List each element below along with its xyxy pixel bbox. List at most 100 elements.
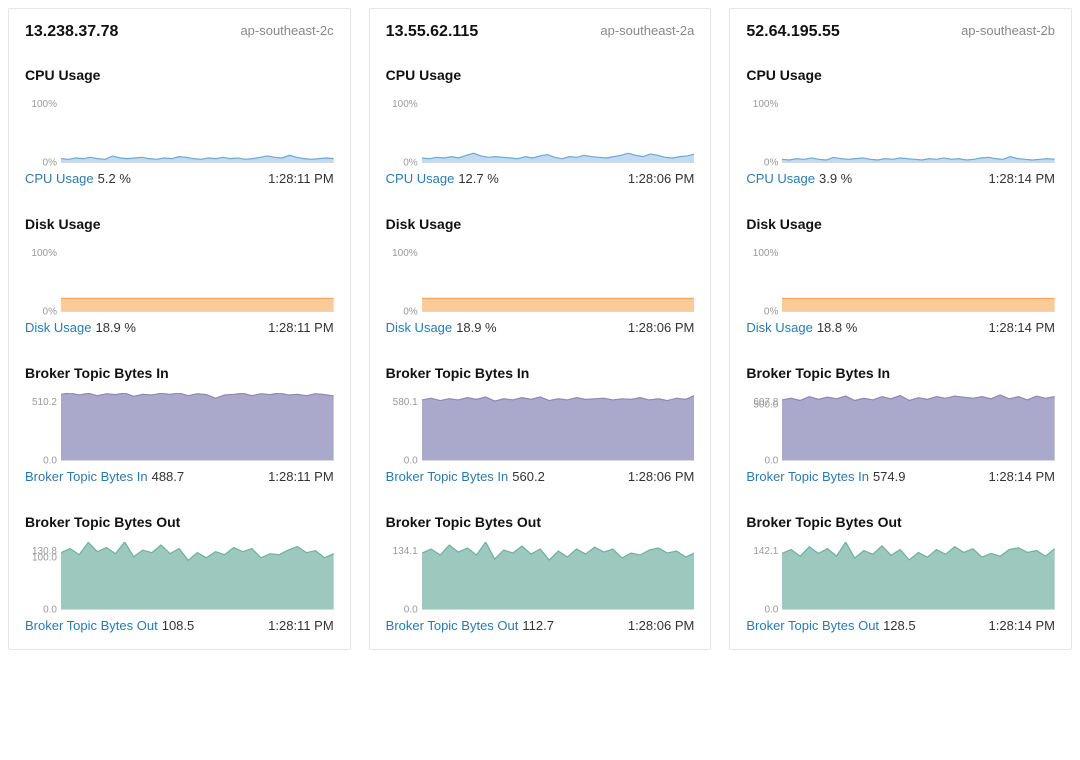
metric-value: 5.2 % (98, 171, 131, 186)
metric-footer: Disk Usage18.9 %1:28:11 PM (25, 320, 334, 335)
metric-block: CPU Usage100%0%CPU Usage5.2 %1:28:11 PM (25, 67, 334, 186)
chart-wrap: 100%0% (746, 244, 1055, 312)
panel-zone: ap-southeast-2b (961, 23, 1055, 39)
metric-timestamp: 1:28:14 PM (989, 618, 1056, 633)
chart[interactable] (782, 95, 1055, 163)
metric-title: CPU Usage (746, 67, 1055, 83)
chart-wrap: 100%0% (386, 95, 695, 163)
metric-value: 18.9 % (456, 320, 496, 335)
chart-ylabel: 134.1 (386, 546, 418, 557)
chart[interactable] (422, 393, 695, 461)
chart-series (61, 95, 334, 162)
metric-value: 128.5 (883, 618, 916, 633)
chart-ylabel: 100.0 (25, 553, 57, 564)
chart-ylabel: 510.2 (25, 397, 57, 408)
chart-wrap: 510.20.0 (25, 393, 334, 461)
chart-ylabel: 0% (386, 158, 418, 169)
metric-title: Disk Usage (386, 216, 695, 232)
metric-block: Broker Topic Bytes In 580.10.0 Broker Topi… (386, 365, 695, 484)
metric-link[interactable]: Broker Topic Bytes Out (25, 618, 158, 633)
metric-value: 12.7 % (458, 171, 498, 186)
metric-footer: Broker Topic Bytes Out112.7 1:28:06 PM (386, 618, 695, 633)
metric-link[interactable]: CPU Usage (746, 171, 815, 186)
chart[interactable] (782, 244, 1055, 312)
metric-value: 560.2 (512, 469, 545, 484)
chart-wrap: 100%0% (25, 244, 334, 312)
metric-block: CPU Usage100%0%CPU Usage12.7 %1:28:06 PM (386, 67, 695, 186)
metric-footer: CPU Usage12.7 % 1:28:06 PM (386, 171, 695, 186)
metric-value: 574.9 (873, 469, 906, 484)
metric-link[interactable]: CPU Usage (25, 171, 94, 186)
chart[interactable] (61, 393, 334, 461)
chart-series (782, 95, 1055, 162)
metric-value: 112.7 (522, 618, 554, 633)
metric-footer: Broker Topic Bytes In560.2 1:28:06 PM (386, 469, 695, 484)
panel-ip: 52.64.195.55 (746, 23, 839, 41)
chart[interactable] (61, 95, 334, 163)
chart-ylabel: 0% (25, 307, 57, 318)
metric-link[interactable]: Broker Topic Bytes In (386, 469, 509, 484)
chart-ylabel: 0.0 (746, 605, 778, 616)
metric-value: 108.5 (162, 618, 195, 633)
metric-link[interactable]: Broker Topic Bytes In (25, 469, 148, 484)
chart[interactable] (782, 542, 1055, 610)
panel-ip: 13.55.62.115 (386, 23, 479, 41)
chart-series (61, 393, 334, 460)
metric-title: Broker Topic Bytes In (386, 365, 695, 381)
metric-link[interactable]: Disk Usage (25, 320, 91, 335)
metric-footer: Disk Usage18.8 %1:28:14 PM (746, 320, 1055, 335)
chart[interactable] (422, 95, 695, 163)
metric-title: Broker Topic Bytes In (25, 365, 334, 381)
chart[interactable] (782, 393, 1055, 461)
metric-title: Broker Topic Bytes Out (25, 514, 334, 530)
metric-timestamp: 1:28:14 PM (989, 469, 1056, 484)
metric-link[interactable]: Broker Topic Bytes Out (386, 618, 519, 633)
metric-timestamp: 1:28:06 PM (628, 320, 695, 335)
chart-ylabel: 0% (746, 158, 778, 169)
metric-value: 3.9 % (819, 171, 852, 186)
chart-wrap: 100%0% (746, 95, 1055, 163)
metric-footer: CPU Usage3.9 %1:28:14 PM (746, 171, 1055, 186)
chart-ylabel: 0.0 (386, 456, 418, 467)
chart-ylabel: 0.0 (25, 605, 57, 616)
metric-timestamp: 1:28:14 PM (989, 320, 1056, 335)
metric-timestamp: 1:28:06 PM (628, 618, 695, 633)
metric-timestamp: 1:28:06 PM (628, 469, 695, 484)
chart-wrap: 134.10.0 (386, 542, 695, 610)
broker-panel: 13.55.62.115ap-southeast-2a CPU Usage 100%… (369, 8, 712, 650)
chart-ylabel: 100% (746, 99, 778, 110)
metric-link[interactable]: Disk Usage (746, 320, 812, 335)
chart-ylabel: 0.0 (746, 456, 778, 467)
chart-ylabel: 500.0 (746, 400, 778, 411)
panel-header: 13.55.62.115ap-southeast-2a (386, 23, 695, 41)
metric-timestamp: 1:28:06 PM (628, 171, 695, 186)
metric-title: CPU Usage (386, 67, 695, 83)
metric-block: Broker Topic Bytes Out 130.8100.00.0 Broke… (25, 514, 334, 633)
chart-ylabel: 100% (386, 248, 418, 259)
chart[interactable] (61, 244, 334, 312)
metric-link[interactable]: CPU Usage (386, 171, 455, 186)
metric-block: Disk Usage 100%0% Disk Usage18.9 %1:28:11 … (25, 216, 334, 335)
metric-timestamp: 1:28:11 PM (268, 618, 334, 633)
metric-link[interactable]: Broker Topic Bytes Out (746, 618, 879, 633)
chart-wrap: 607.8500.00.0 (746, 393, 1055, 461)
metric-block: Broker Topic Bytes In 510.20.0 Broker Topi… (25, 365, 334, 484)
metric-footer: Disk Usage 18.9 % 1:28:06 PM (386, 320, 695, 335)
panel-ip: 13.238.37.78 (25, 23, 118, 41)
metric-block: Disk Usage100%0%Disk Usage18.9 %1:28:06 … (386, 216, 695, 335)
metric-link[interactable]: Disk Usage (386, 320, 452, 335)
chart[interactable] (422, 542, 695, 610)
metric-block: Broker Topic Bytes Out142.10.0Broker Top… (746, 514, 1055, 633)
metric-title: Disk Usage (746, 216, 1055, 232)
metric-footer: Broker Topic Bytes Out 128.5 1:28:14 PM (746, 618, 1055, 633)
metric-link[interactable]: Broker Topic Bytes In (746, 469, 869, 484)
chart-series (782, 542, 1055, 609)
metric-block: Broker Topic Bytes In607.8500.00.0Broker… (746, 365, 1055, 484)
chart[interactable] (61, 542, 334, 610)
chart-wrap: 580.10.0 (386, 393, 695, 461)
metric-footer: CPU Usage5.2 %1:28:11 PM (25, 171, 334, 186)
chart[interactable] (422, 244, 695, 312)
metric-block: Broker Topic Bytes Out 134.10.0 Broker Top… (386, 514, 695, 633)
chart-wrap: 130.8100.00.0 (25, 542, 334, 610)
chart-series (61, 244, 334, 311)
